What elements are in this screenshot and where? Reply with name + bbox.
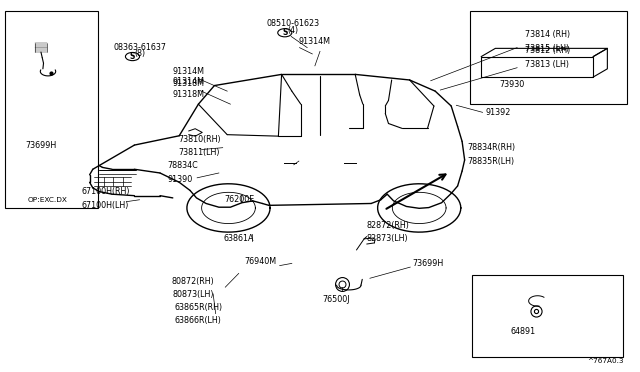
Text: (8): (8) xyxy=(134,49,145,58)
Text: 91390: 91390 xyxy=(168,175,193,184)
Text: 91318M: 91318M xyxy=(173,90,205,99)
Text: 76500J: 76500J xyxy=(323,295,349,304)
Text: 73815 (LH): 73815 (LH) xyxy=(525,44,569,53)
Text: 73814 (RH): 73814 (RH) xyxy=(525,30,570,39)
Bar xyxy=(470,11,627,104)
Text: 08363-61637: 08363-61637 xyxy=(113,44,166,52)
Text: 78834C: 78834C xyxy=(168,161,198,170)
Text: 76940M: 76940M xyxy=(244,257,276,266)
Text: 78835R(LH): 78835R(LH) xyxy=(467,157,515,166)
Text: 08510-61623: 08510-61623 xyxy=(266,19,320,28)
Text: 63861A: 63861A xyxy=(224,234,255,243)
Text: 64891: 64891 xyxy=(511,327,536,336)
Text: 91314M: 91314M xyxy=(173,67,205,76)
Text: 73810(RH): 73810(RH) xyxy=(178,135,221,144)
Bar xyxy=(5,11,98,208)
Bar xyxy=(472,275,623,357)
Text: 80873(LH): 80873(LH) xyxy=(173,290,214,299)
Text: 63866R(LH): 63866R(LH) xyxy=(175,316,222,325)
Text: 73699H: 73699H xyxy=(26,141,57,150)
Text: 73699H: 73699H xyxy=(413,259,444,268)
Text: 73930: 73930 xyxy=(499,80,525,89)
Text: ^767A0.3: ^767A0.3 xyxy=(588,358,624,364)
Text: (4): (4) xyxy=(287,26,299,35)
Text: 80872(RH): 80872(RH) xyxy=(172,277,214,286)
Text: 82872(RH): 82872(RH) xyxy=(366,221,409,230)
Text: S: S xyxy=(130,52,135,61)
Text: 91392: 91392 xyxy=(485,108,511,117)
Text: 67100H(LH): 67100H(LH) xyxy=(82,201,129,210)
Text: S: S xyxy=(282,28,287,37)
Text: 63865R(RH): 63865R(RH) xyxy=(174,303,223,312)
Text: 73811(LH): 73811(LH) xyxy=(178,148,220,157)
Text: 82873(LH): 82873(LH) xyxy=(366,234,408,243)
Text: 91314M: 91314M xyxy=(299,37,331,46)
Text: OP:EXC.DX: OP:EXC.DX xyxy=(28,197,68,203)
Text: 76200E: 76200E xyxy=(224,195,254,204)
Text: 91318M: 91318M xyxy=(173,79,205,88)
Text: 73812 (RH): 73812 (RH) xyxy=(525,46,570,55)
Text: 73813 (LH): 73813 (LH) xyxy=(525,60,569,68)
Text: 78834R(RH): 78834R(RH) xyxy=(467,143,515,152)
Text: 91314M: 91314M xyxy=(173,77,205,86)
Text: 67100H(RH): 67100H(RH) xyxy=(82,187,131,196)
